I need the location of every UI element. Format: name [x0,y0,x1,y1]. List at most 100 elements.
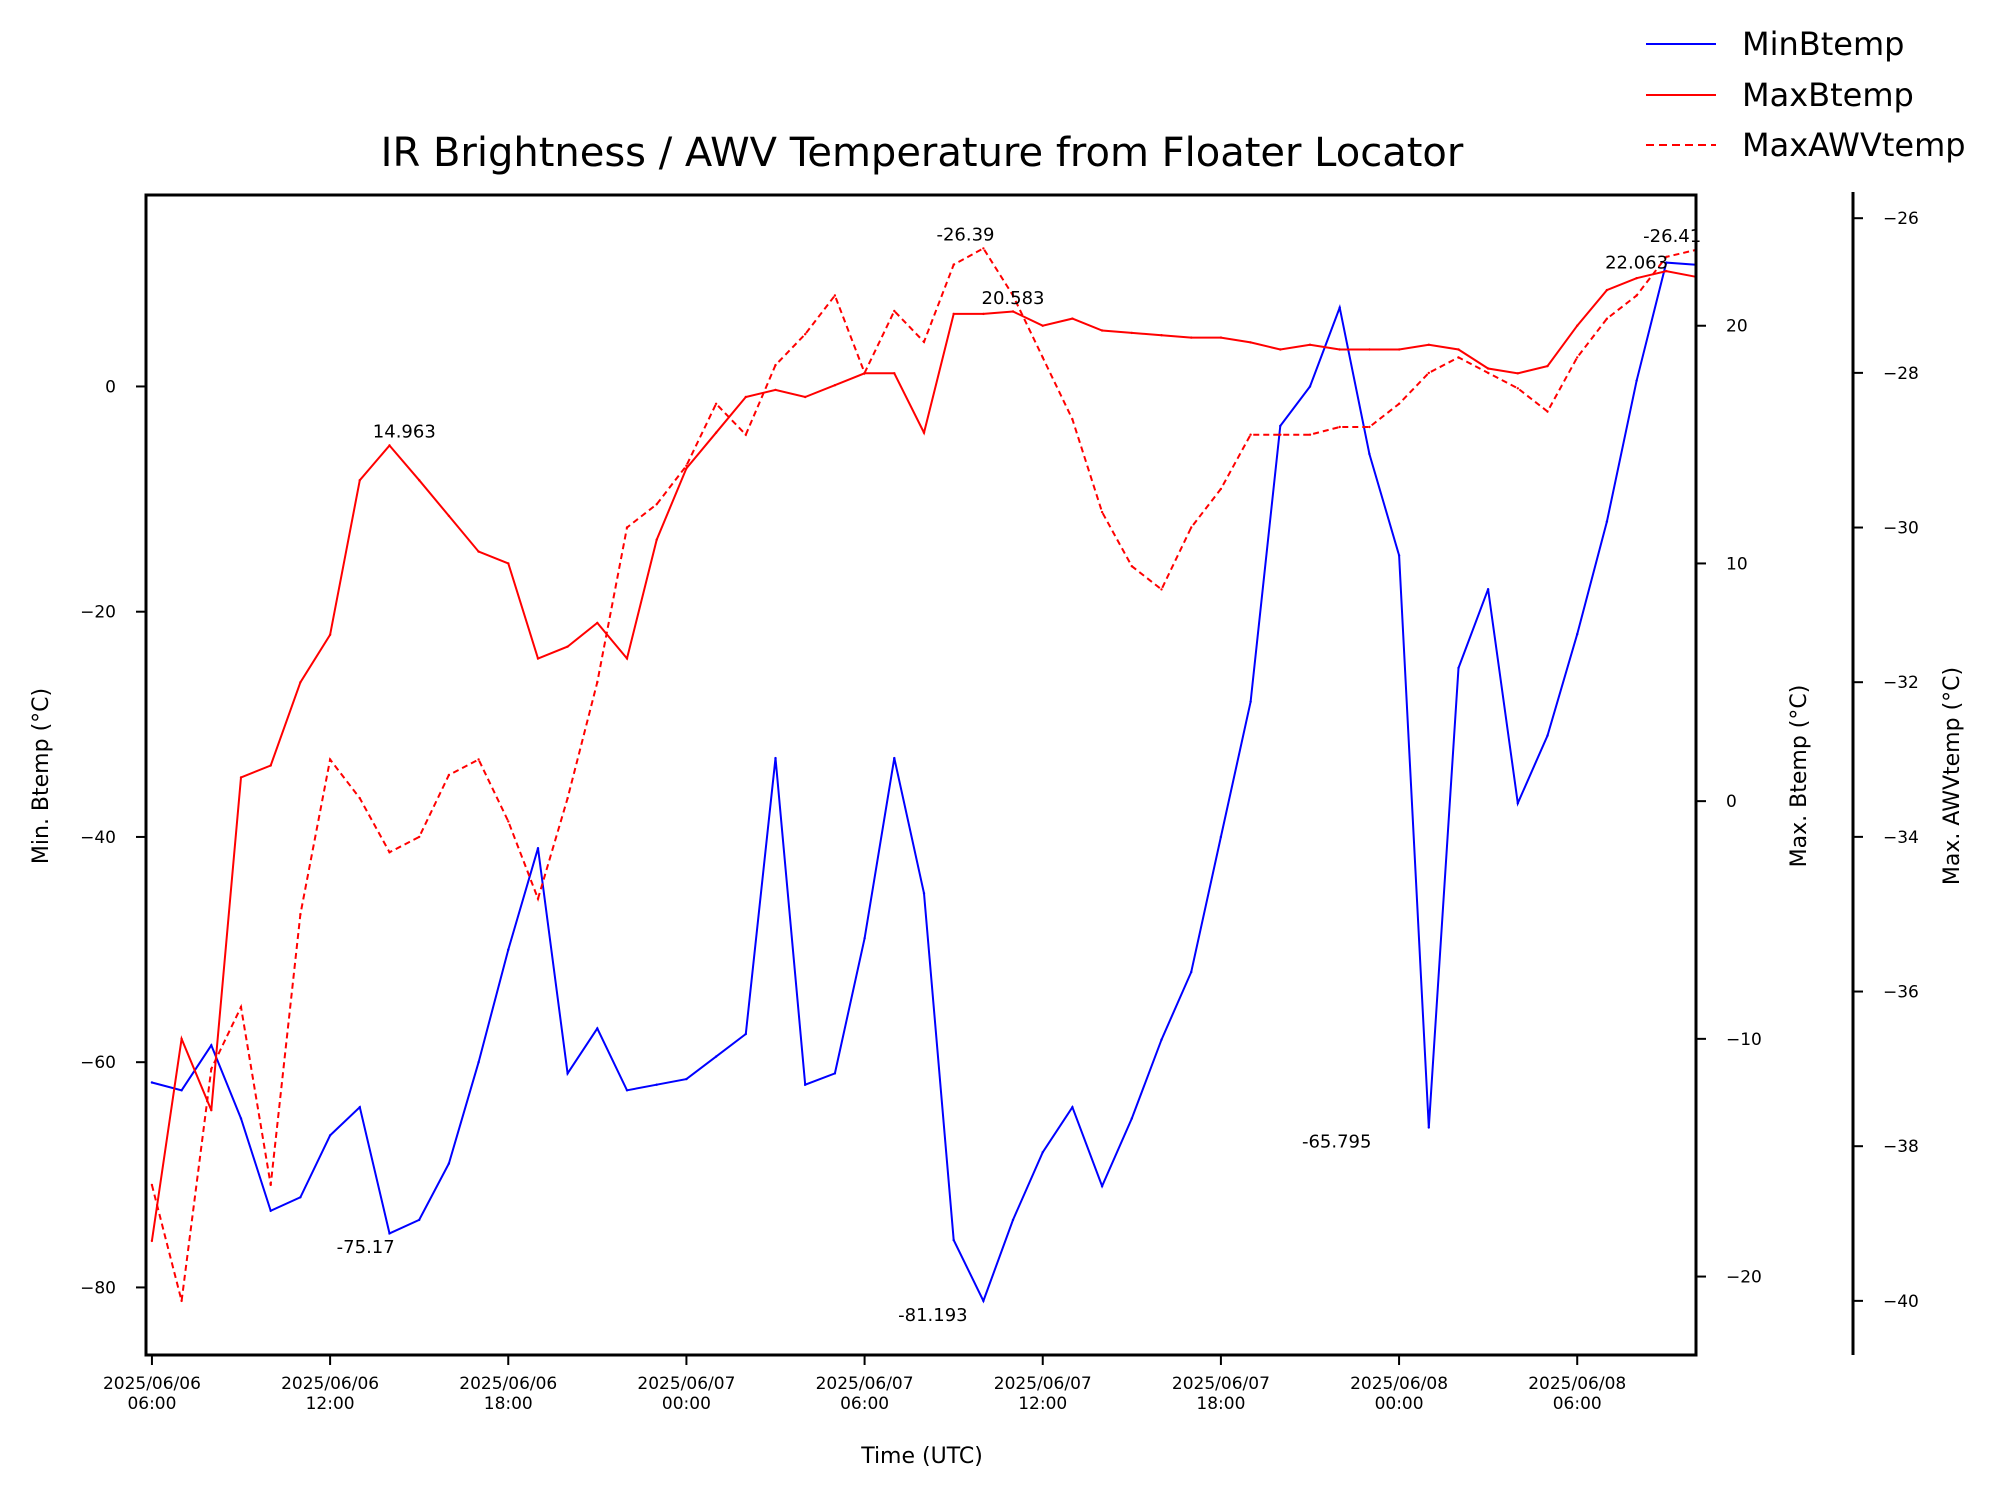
data-point-maxbtemp [180,1037,183,1041]
data-point-maxawvtemp [1546,410,1549,413]
data-point-maxbtemp [1100,329,1104,332]
data-point-maxbtemp [1665,269,1668,273]
data-point-maxbtemp [418,479,421,482]
data-point-minbtemp [685,1077,688,1081]
data-point-maxbtemp [388,444,391,447]
data-point-maxbtemp [1190,336,1193,339]
data-point-maxbtemp [655,538,658,541]
data-point-maxbtemp [536,657,540,660]
data-point-maxawvtemp [1100,510,1104,514]
right2-tick-label: −32 [1883,673,1919,693]
data-point-maxawvtemp [180,1299,183,1303]
data-point-maxbtemp [1546,364,1549,368]
data-point-minbtemp [1130,1117,1134,1120]
data-point-maxawvtemp [1397,402,1401,405]
data-point-maxawvtemp [596,681,599,684]
data-point-maxbtemp [210,1109,213,1112]
data-point-maxbtemp [596,621,599,625]
data-point-maxawvtemp [1190,526,1193,529]
data-point-maxbtemp [1635,277,1638,280]
data-point-maxawvtemp [358,797,361,800]
data-point-maxawvtemp [863,371,866,375]
right-axis-ticks: 20 10 0 −10 −20 [1696,317,1762,1288]
data-point-maxbtemp [1249,341,1252,344]
data-point-maxawvtemp [477,758,480,761]
data-point-minbtemp [655,1083,658,1086]
data-point-maxbtemp [1130,331,1134,335]
data-point-maxawvtemp [625,526,629,529]
data-point-minbtemp [269,1209,272,1213]
x-axis-title: Time (UTC) [860,1444,983,1469]
data-point-maxbtemp [1457,348,1460,351]
annotation-label: 22.063 [1605,253,1668,274]
data-point-maxbtemp [774,388,777,392]
left-tick-label: −60 [80,1053,116,1073]
data-point-maxbtemp [299,681,302,684]
data-point-maxbtemp [150,1239,154,1243]
data-point-maxawvtemp [239,1005,243,1009]
data-point-maxawvtemp [774,363,777,367]
data-point-maxawvtemp [1665,255,1668,259]
data-point-maxbtemp [1605,288,1609,292]
data-point-maxawvtemp [1249,433,1252,436]
data-point-maxawvtemp [685,464,688,467]
data-point-maxawvtemp [1368,425,1371,429]
data-point-maxawvtemp [1219,487,1223,491]
data-point-minbtemp [1249,700,1252,703]
data-point-minbtemp [1160,1038,1163,1041]
data-point-maxbtemp [1368,348,1371,351]
data-point-maxawvtemp [150,1183,154,1187]
data-point-minbtemp [833,1072,837,1075]
data-point-minbtemp [744,1032,747,1036]
annotation-label: -65.795 [1302,1131,1371,1152]
right-tick-label: −10 [1726,1030,1762,1050]
data-point-maxbtemp [239,776,243,779]
data-point-maxawvtemp [1427,371,1431,375]
x-tick-label: 18:00 [484,1394,533,1414]
data-point-minbtemp [1308,385,1312,388]
left-axis-ticks: 0 −20 −40 −60 −80 [80,377,146,1298]
data-point-maxbtemp [507,562,510,565]
data-point-maxbtemp [982,312,985,316]
x-tick-label: 2025/06/07 [637,1374,735,1394]
data-point-minbtemp [239,1117,243,1120]
x-tick-label: 2025/06/07 [1172,1374,1270,1394]
x-tick-label: 2025/06/07 [994,1374,1092,1394]
legend-label-minbtemp: MinBtemp [1742,25,1904,63]
data-point-maxawvtemp [507,820,510,823]
x-tick-label: 2025/06/07 [816,1374,914,1394]
data-point-maxbtemp [566,645,569,648]
x-tick-label: 00:00 [1375,1394,1424,1414]
data-point-minbtemp [418,1218,421,1222]
data-point-maxbtemp [447,514,451,518]
data-point-minbtemp [477,1061,480,1064]
data-point-minbtemp [982,1299,985,1303]
data-point-minbtemp [566,1072,569,1075]
data-point-minbtemp [1665,261,1668,264]
series-line-minbtemp [151,261,1697,1304]
right-tick-label: 10 [1726,554,1748,574]
x-tick-label: 06:00 [1553,1394,1602,1414]
data-point-maxbtemp [804,395,807,399]
data-point-minbtemp [804,1083,807,1086]
data-point-maxbtemp [1516,372,1520,375]
right2-tick-label: −34 [1883,828,1919,848]
data-point-minbtemp [1457,666,1460,670]
annotation-layer: -75.17 -81.193 -65.795 14.963 20.583 22.063 -2… [337,224,1702,1326]
data-point-maxawvtemp [447,773,451,777]
data-point-maxawvtemp [804,333,807,336]
data-point-maxawvtemp [952,263,955,266]
data-point-maxbtemp [1011,310,1015,313]
right2-axis-ticks: −26 −28 −30 −32 −34 −36 −38 −40 [1853,209,1919,1312]
data-point-minbtemp [1100,1184,1104,1188]
data-point-minbtemp [1190,970,1193,974]
right2-tick-label: −28 [1883,364,1919,384]
right2-axis-title: Max. AWVtemp (°C) [1940,667,1965,885]
data-point-maxbtemp [685,467,688,470]
annotation-label: 14.963 [373,422,436,443]
data-point-maxbtemp [1397,348,1401,351]
right-tick-label: 20 [1726,317,1748,337]
data-point-maxawvtemp [210,1067,213,1071]
data-point-minbtemp [328,1134,332,1137]
annotation-label: -75.17 [337,1237,395,1258]
